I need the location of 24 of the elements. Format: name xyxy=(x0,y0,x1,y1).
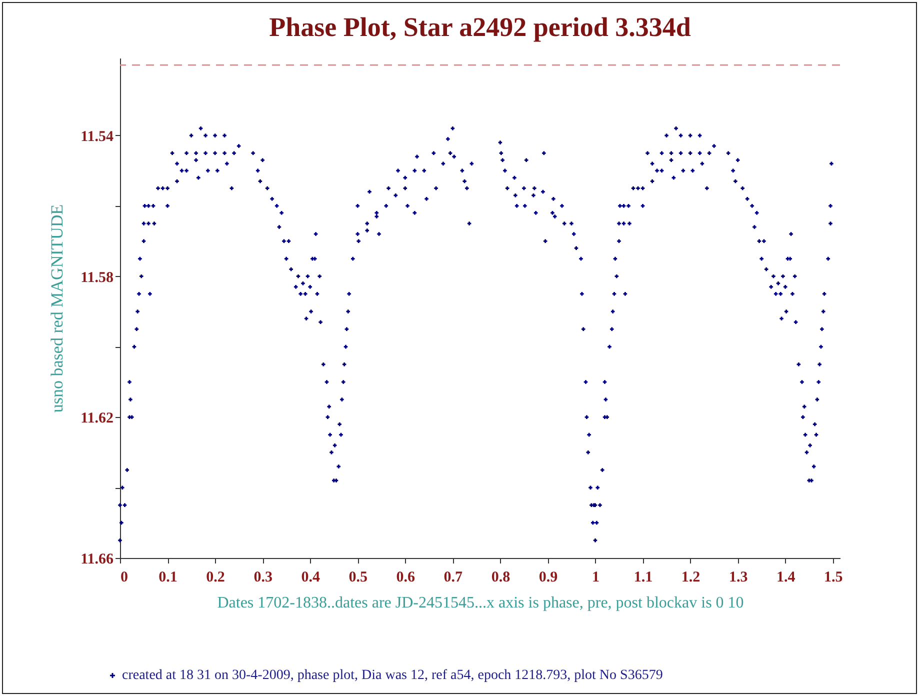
x-tick-label: 1.2 xyxy=(681,570,700,586)
x-tick-label: 1.1 xyxy=(634,570,653,586)
x-tick-label: 1.4 xyxy=(776,570,796,586)
x-tick-label: 0.5 xyxy=(348,570,368,586)
y-tick-label: 11.54 xyxy=(80,128,114,145)
x-tick-label: 0.9 xyxy=(538,570,558,586)
x-tick-label: 0.2 xyxy=(206,570,225,586)
text: created at 18 31 on 30-4-2009, phase plot, Dia was 12, ref a54, epoch 1218.793, plot No S36579 xyxy=(121,668,663,684)
x-tick-label: 0.7 xyxy=(444,570,464,586)
x-tick-label: 1.5 xyxy=(824,570,843,586)
y-tick-label: 11.66 xyxy=(80,552,114,568)
x-axis-title: Dates 1702-1838..dates are JD-2451545...x axis is phase, pre, post blockav is 0 10 xyxy=(217,594,744,612)
y-tick-label: 11.62 xyxy=(80,410,114,427)
y-tick-label: 11.58 xyxy=(80,270,114,286)
x-tick-label: 0.3 xyxy=(254,570,272,586)
x-tick-label: 1.3 xyxy=(728,570,748,586)
x-tick-label: 0.4 xyxy=(301,570,320,586)
x-tick-label: 0.8 xyxy=(491,570,510,586)
x-tick-label: 0.6 xyxy=(396,570,416,586)
x-tick-label: 0 xyxy=(120,570,128,586)
x-tick-label: 1 xyxy=(592,570,600,586)
y-axis-title: usno based red MAGNITUDE xyxy=(48,204,67,413)
chart-title: Phase Plot, Star a2492 period 3.334d xyxy=(269,12,691,42)
x-tick-label: 0.1 xyxy=(158,570,178,586)
